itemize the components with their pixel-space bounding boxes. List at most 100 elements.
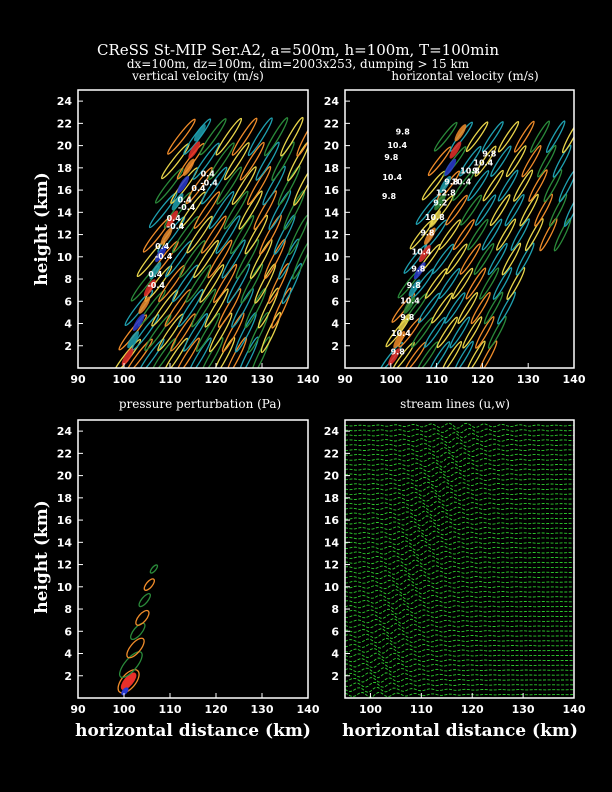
y-tick-label: 16 xyxy=(57,184,73,197)
x-tick-label: 110 xyxy=(159,373,182,386)
y-tick-label: 2 xyxy=(331,340,339,353)
y-tick-label: 16 xyxy=(324,514,340,527)
contour-label: 9.8 xyxy=(411,264,426,273)
y-tick-label: 18 xyxy=(57,162,72,175)
contour-label: 10.4 xyxy=(412,248,432,257)
x-tick-label: 90 xyxy=(337,373,353,386)
contour-label: 10.4 xyxy=(451,178,471,187)
y-tick-label: 14 xyxy=(57,536,73,549)
y-tick-label: 6 xyxy=(64,295,72,308)
contour-label: -0.4 xyxy=(200,179,218,188)
contour-label: 0.4 xyxy=(148,270,163,279)
x-tick-label: 140 xyxy=(297,373,320,386)
panel-title-vertical-velocity: vertical velocity (m/s) xyxy=(131,69,264,83)
y-tick-label: 20 xyxy=(324,140,340,153)
y-tick-label: 22 xyxy=(324,447,339,460)
contour-label: -0.4 xyxy=(167,222,185,231)
y-tick-label: 14 xyxy=(57,206,73,219)
x-tick-label: 130 xyxy=(251,373,274,386)
contour-label: 9.8 xyxy=(420,229,435,238)
contour-label: 9.8 xyxy=(384,153,399,162)
x-tick-label: 90 xyxy=(70,373,86,386)
y-tick-label: 22 xyxy=(324,117,339,130)
y-tick-label: 18 xyxy=(324,492,339,505)
y-tick-label: 2 xyxy=(64,340,72,353)
contour-label: 0.4 xyxy=(201,170,216,179)
y-tick-label: 24 xyxy=(324,425,340,438)
y-tick-label: 12 xyxy=(324,559,339,572)
y-tick-label: 20 xyxy=(324,470,340,483)
contour-label: 9.8 xyxy=(382,192,397,201)
contour-label: -0.4 xyxy=(147,281,165,290)
contour-label: 10.4 xyxy=(387,141,407,150)
y-tick-label: 6 xyxy=(331,295,339,308)
contour-label: 10.4 xyxy=(473,159,493,168)
y-tick-label: 4 xyxy=(64,648,72,661)
y-tick-label: 20 xyxy=(57,140,73,153)
y-tick-label: 10 xyxy=(324,251,340,264)
y-tick-label: 8 xyxy=(331,273,339,286)
x-tick-label: 120 xyxy=(205,373,228,386)
y-tick-label: 8 xyxy=(331,603,339,616)
x-tick-label: 120 xyxy=(461,703,484,716)
contour-label: 0.4 xyxy=(155,242,170,251)
contour-label: 9.8 xyxy=(391,348,406,357)
x-tick-label: 100 xyxy=(113,703,136,716)
x-tick-label: 100 xyxy=(113,373,136,386)
x-tick-label: 100 xyxy=(359,703,382,716)
contour-label: 9.8 xyxy=(396,128,411,137)
x-tick-label: 110 xyxy=(410,703,433,716)
x-tick-label: 140 xyxy=(563,373,586,386)
y-tick-label: 22 xyxy=(57,117,72,130)
contour-label: 10.4 xyxy=(391,329,411,338)
y-tick-label: 6 xyxy=(64,625,72,638)
y-tick-label: 16 xyxy=(324,184,340,197)
x-tick-label: 140 xyxy=(297,703,320,716)
y-tick-label: 16 xyxy=(57,514,73,527)
contour-label: 10.8 xyxy=(425,213,445,222)
y-tick-label: 10 xyxy=(57,581,73,594)
y-tick-label: 24 xyxy=(57,95,73,108)
y-tick-label: 6 xyxy=(331,625,339,638)
contour-label: 0.4 xyxy=(178,195,193,204)
contour-label: 0.4 xyxy=(167,214,182,223)
contour-label: -0.4 xyxy=(155,252,173,261)
y-tick-label: 8 xyxy=(64,273,72,286)
y-tick-label: 10 xyxy=(57,251,73,264)
x-axis-label-left: horizontal distance (km) xyxy=(75,721,311,741)
x-tick-label: 130 xyxy=(512,703,535,716)
x-tick-label: 130 xyxy=(517,373,540,386)
contour-label: 9 xyxy=(472,166,478,175)
panel-title-horizontal-velocity: horizontal velocity (m/s) xyxy=(391,69,538,83)
contour-label: 10.4 xyxy=(400,297,420,306)
x-tick-label: 110 xyxy=(425,373,448,386)
contour-label: -0.4 xyxy=(178,203,196,212)
y-tick-label: 18 xyxy=(324,162,339,175)
y-tick-label: 12 xyxy=(57,229,72,242)
y-tick-label: 2 xyxy=(331,670,339,683)
panel-title-pressure-perturbation: pressure perturbation (Pa) xyxy=(119,397,281,411)
y-axis-label-bottom: height (km) xyxy=(32,500,52,614)
y-tick-label: 8 xyxy=(64,603,72,616)
y-tick-label: 24 xyxy=(57,425,73,438)
y-tick-label: 14 xyxy=(324,536,340,549)
y-tick-label: 14 xyxy=(324,206,340,219)
y-tick-label: 4 xyxy=(64,318,72,331)
x-tick-label: 140 xyxy=(563,703,586,716)
y-tick-label: 20 xyxy=(57,470,73,483)
x-tick-label: 90 xyxy=(70,703,86,716)
y-tick-label: 12 xyxy=(324,229,339,242)
y-tick-label: 4 xyxy=(331,648,339,661)
x-tick-label: 130 xyxy=(251,703,274,716)
contour-label: 9.2 xyxy=(433,199,447,208)
y-tick-label: 18 xyxy=(57,492,72,505)
contour-label: 10.4 xyxy=(382,173,402,182)
x-tick-label: 110 xyxy=(159,703,182,716)
y-tick-label: 2 xyxy=(64,670,72,683)
panel-title-stream-lines: stream lines (u,w) xyxy=(400,397,510,411)
x-tick-label: 100 xyxy=(379,373,402,386)
y-axis-label-top: height (km) xyxy=(32,172,52,286)
x-tick-label: 120 xyxy=(205,703,228,716)
